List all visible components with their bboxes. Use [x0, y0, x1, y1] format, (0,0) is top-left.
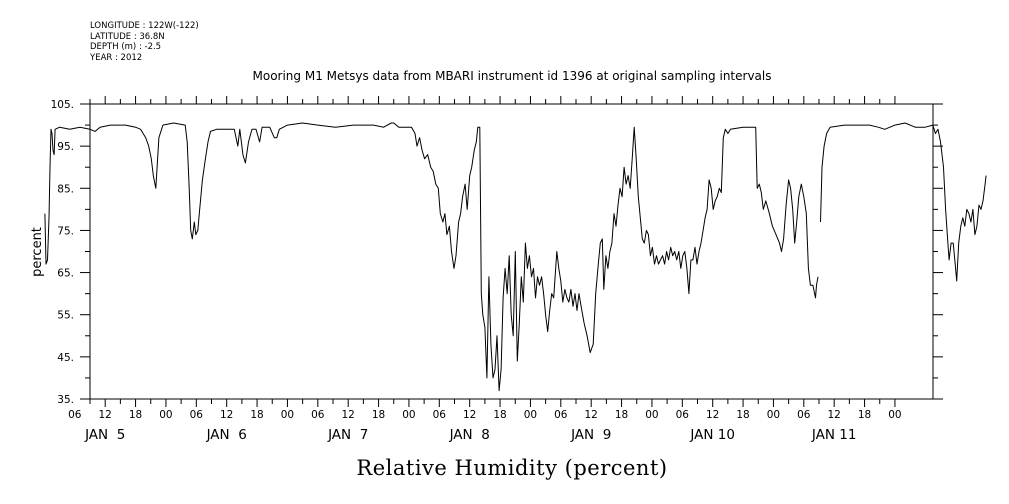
data-lines — [44, 122, 987, 392]
x-tick-label: 18 — [129, 409, 142, 421]
latitude-label: LATITUDE : 36.8N — [90, 31, 165, 42]
day-label: JAN 8 — [449, 427, 490, 443]
year-label: YEAR : 2012 — [90, 52, 143, 63]
humidity-line — [820, 122, 987, 282]
metadata-block: LONGITUDE : 122W(-122) LATITUDE : 36.8N … — [90, 21, 199, 63]
y-axis-label: percent — [30, 227, 45, 277]
x-tick-label: 06 — [797, 409, 811, 421]
y-tick-label: 55. — [57, 310, 74, 322]
x-tick-label: 06 — [554, 409, 568, 421]
x-tick-label: 12 — [585, 409, 598, 421]
x-tick-label: 00 — [888, 409, 901, 421]
axes: 35. 45. 55. 65. 75. 85. 95. 105. 06 12 18 00 06 12 18 0… — [51, 96, 943, 443]
x-tick-label: 12 — [99, 409, 112, 421]
x-tick-label: 00 — [281, 409, 294, 421]
x-axis-label: Relative Humidity (percent) — [356, 456, 667, 480]
x-tick-label: 00 — [524, 409, 537, 421]
y-tick-label: 75. — [57, 225, 74, 237]
y-tick-label: 95. — [57, 141, 74, 153]
y-tick-label: 45. — [57, 352, 74, 364]
x-tick-label: 12 — [342, 409, 355, 421]
x-tick-label: 12 — [220, 409, 233, 421]
plot-frame — [89, 103, 934, 400]
x-tick-label: 06 — [676, 409, 690, 421]
x-tick-label: 18 — [858, 409, 871, 421]
day-label: JAN 5 — [84, 427, 125, 443]
x-tick-label: 18 — [615, 409, 628, 421]
x-tick-label: 18 — [736, 409, 749, 421]
x-tick-label: 12 — [463, 409, 476, 421]
x-tick-label: 00 — [159, 409, 172, 421]
depth-label: DEPTH (m) : -2.5 — [90, 42, 162, 52]
chart-title: Mooring M1 Metsys data from MBARI instru… — [253, 69, 772, 83]
day-label: JAN 7 — [327, 427, 368, 443]
y-tick-label: 105. — [51, 99, 74, 111]
x-tick-label: 00 — [645, 409, 658, 421]
x-tick-label: 06 — [433, 409, 447, 421]
x-tick-label: 06 — [68, 409, 82, 421]
day-label: JAN 9 — [570, 427, 611, 443]
x-tick-label: 06 — [190, 409, 204, 421]
longitude-label: LONGITUDE : 122W(-122) — [90, 21, 199, 31]
y-tick-label: 35. — [57, 394, 74, 406]
day-label: JAN 10 — [689, 427, 735, 443]
day-label: JAN 11 — [811, 427, 857, 443]
y-tick-label: 85. — [57, 183, 74, 195]
x-tick-label: 18 — [493, 409, 506, 421]
x-tick-label: 18 — [372, 409, 385, 421]
x-tick-label: 00 — [767, 409, 780, 421]
x-tick-label: 12 — [828, 409, 841, 421]
y-tick-label: 65. — [57, 268, 74, 280]
x-tick-label: 18 — [250, 409, 263, 421]
x-tick-label: 00 — [402, 409, 415, 421]
x-tick-label: 12 — [706, 409, 719, 421]
humidity-line — [44, 122, 819, 392]
x-tick-label: 06 — [311, 409, 325, 421]
day-label: JAN 6 — [206, 427, 247, 443]
